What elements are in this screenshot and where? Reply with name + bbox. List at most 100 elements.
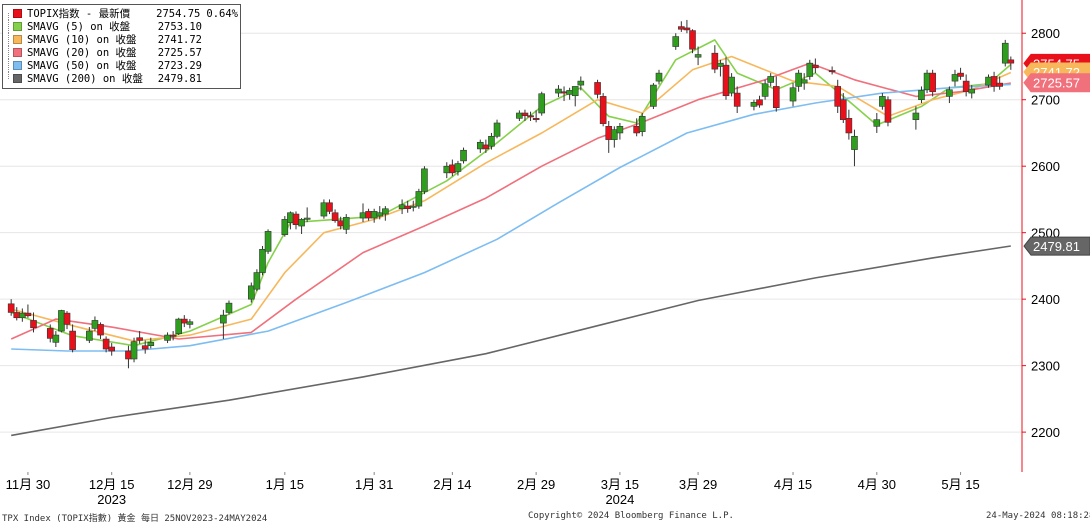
legend-item-value: 2754.75 [156, 7, 201, 20]
candle [689, 29, 696, 54]
candle-body [180, 318, 188, 324]
candle [259, 245, 266, 276]
candle [264, 229, 272, 254]
candle [772, 76, 780, 112]
legend-swatch [13, 9, 22, 18]
candle [918, 86, 925, 104]
candle-body [476, 141, 484, 150]
legend-item-topix: TOPIX指数 - 最新價 2754.75 0.64% [5, 7, 238, 20]
candle-body [102, 338, 110, 350]
candle-body [24, 312, 32, 317]
series-line [10, 55, 1012, 342]
candle-body [873, 119, 881, 127]
candle-body [382, 208, 389, 215]
candle-body [599, 96, 607, 124]
candle [281, 216, 289, 237]
year-label: 2024 [605, 492, 634, 507]
candle [650, 83, 657, 110]
footer-source: TPX Index (TOPIX指數) 黃金 每日 25NOV2023-24MA… [2, 514, 268, 524]
legend-item-value: 2725.57 [157, 46, 202, 59]
candle-body [828, 70, 836, 73]
candle [577, 76, 585, 91]
candle [873, 113, 881, 133]
candle [990, 71, 998, 92]
candle-body [287, 212, 294, 224]
candle-body [331, 212, 339, 222]
candle-body [918, 90, 925, 101]
candle-body [443, 165, 451, 174]
candle [454, 160, 462, 176]
candle-body [946, 89, 953, 97]
candle-body [320, 202, 328, 217]
candle-body [655, 72, 663, 82]
legend-item-name: TOPIX指数 - 最新價 [27, 8, 131, 20]
candle-body [767, 76, 774, 83]
candle [616, 122, 624, 140]
candle-body [370, 211, 378, 219]
candle-body [571, 86, 579, 97]
candle [733, 86, 741, 114]
candle [303, 207, 311, 223]
candle [538, 91, 546, 116]
candle [672, 33, 680, 50]
candle [532, 110, 540, 123]
candle-body [538, 93, 546, 114]
candle-body [13, 312, 21, 319]
x-tick-label: 4月 15 [774, 477, 812, 492]
candle [594, 79, 601, 99]
y-tick-label: 2800 [1031, 26, 1060, 41]
candle [711, 45, 719, 74]
candle [728, 73, 735, 97]
candle [169, 331, 177, 341]
candle [1001, 39, 1009, 67]
candle-body [493, 122, 501, 137]
series-line [10, 62, 1011, 340]
candle-body [812, 64, 819, 69]
price-tag: 2479.81 [1023, 236, 1090, 256]
candle-body [521, 112, 529, 116]
candle [225, 300, 233, 315]
candle [996, 76, 1003, 90]
candle-body [164, 334, 171, 341]
candle-body [516, 112, 523, 119]
y-tick-label: 2700 [1031, 93, 1060, 108]
candle [30, 312, 37, 333]
candle [108, 343, 115, 356]
candle-body [650, 84, 657, 107]
candle [248, 282, 255, 303]
candle-body [555, 88, 562, 94]
candle-body [996, 82, 1003, 87]
candle [415, 188, 423, 209]
candle [69, 324, 76, 353]
candle-body [800, 79, 808, 84]
y-tick-label: 2300 [1031, 359, 1060, 374]
candle-body [46, 328, 54, 339]
candle-body [929, 72, 936, 93]
candle [409, 200, 417, 212]
candle [806, 59, 814, 80]
candle-body [220, 314, 227, 324]
candle-body [722, 64, 730, 97]
candle-body [951, 74, 959, 82]
candle-body [985, 76, 992, 86]
candle [175, 317, 183, 336]
candle-body [923, 72, 931, 91]
candle-body [683, 27, 691, 31]
candle-body [86, 330, 93, 341]
candle [851, 129, 858, 167]
candle-body [91, 320, 99, 329]
price-tag-box [1023, 236, 1090, 256]
candle-body [772, 86, 780, 108]
candle [655, 69, 663, 85]
legend-item-value: 2741.72 [157, 33, 202, 46]
candle-body [884, 99, 892, 123]
candle-body [415, 191, 423, 207]
legend-swatch [13, 74, 22, 83]
candle-body [449, 164, 456, 174]
candle [571, 86, 579, 107]
candle-body [292, 213, 300, 225]
candle-body [488, 135, 495, 147]
legend-swatch [13, 35, 22, 44]
candle [555, 85, 562, 98]
